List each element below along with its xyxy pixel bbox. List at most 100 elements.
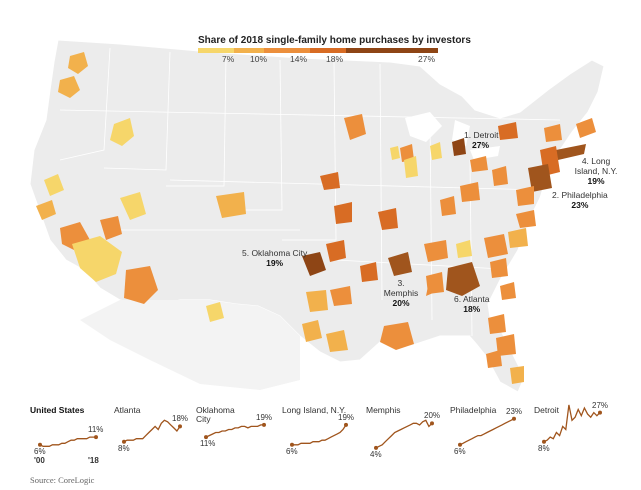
sparkline-start-4: 4% bbox=[370, 449, 382, 459]
sparkline-title-3: Long Island, N.Y. bbox=[282, 405, 347, 415]
legend-tick-10: 10% bbox=[250, 54, 268, 64]
great-lakes bbox=[405, 112, 500, 160]
sparkline-title-2: Oklahoma City bbox=[196, 405, 235, 424]
metro-miami bbox=[510, 366, 524, 384]
metro-san-antonio bbox=[326, 330, 348, 352]
callout-detroit-value: 27% bbox=[472, 140, 490, 150]
metro-minneapolis bbox=[344, 114, 366, 140]
metro-dallas bbox=[330, 286, 352, 306]
metro-philadelphia bbox=[528, 164, 552, 192]
sparkline-title-4: Memphis bbox=[366, 405, 401, 415]
legend-tick-14: 14% bbox=[290, 54, 308, 64]
legend-swatch-2 bbox=[234, 48, 264, 53]
metro-st-louis bbox=[378, 208, 398, 230]
metro-charleston bbox=[500, 282, 516, 300]
sparkline-start-6: 8% bbox=[538, 443, 550, 453]
mexico-edge bbox=[80, 300, 300, 390]
metro-birmingham bbox=[426, 272, 444, 294]
metro-pittsburgh bbox=[492, 166, 508, 186]
metro-indianapolis bbox=[404, 156, 418, 178]
metro-kansas-city bbox=[334, 202, 352, 224]
metro-bay-area bbox=[36, 200, 56, 220]
metro-cleveland bbox=[470, 156, 488, 172]
metro-memphis bbox=[388, 252, 412, 276]
sparkline-title-1: Atlanta bbox=[114, 405, 141, 415]
metro-detroit bbox=[452, 138, 466, 156]
sparkline-end-1: 18% bbox=[172, 414, 189, 424]
sparkline-start-1: 8% bbox=[118, 443, 130, 453]
metro-boise bbox=[110, 118, 134, 146]
metro-long-island bbox=[556, 144, 586, 160]
sparkline-title-0: United States bbox=[30, 405, 85, 415]
metro-raleigh bbox=[508, 228, 528, 248]
metro-orlando bbox=[496, 334, 516, 356]
callout-detroit-label: 1. Detroit bbox=[464, 130, 499, 140]
metro-milwaukee bbox=[390, 146, 400, 160]
metro-charlotte bbox=[484, 234, 508, 258]
callout-long-island-value: 19% bbox=[587, 176, 605, 186]
callout-philadelphia-label: 2. Philadelphia bbox=[552, 190, 608, 200]
sparkline-year-end-0: '18 bbox=[88, 456, 99, 465]
metro-atlanta bbox=[446, 262, 480, 296]
legend-tick-18: 18% bbox=[326, 54, 344, 64]
metro-tampa bbox=[486, 350, 502, 368]
metro-nashville bbox=[424, 240, 448, 262]
callout-long-island-label: 4. Long Island, N.Y. bbox=[574, 156, 618, 176]
metro-albuquerque bbox=[306, 290, 328, 312]
callout-oklahoma-city: 5. Oklahoma City 19% bbox=[242, 248, 307, 268]
callout-detroit: 1. Detroit 27% bbox=[464, 130, 499, 150]
callout-oklahoma-value: 19% bbox=[266, 258, 284, 268]
metro-grand-rapids bbox=[430, 142, 442, 160]
callout-memphis: 3. Memphis 20% bbox=[382, 278, 420, 308]
metro-las-vegas bbox=[100, 216, 122, 240]
metro-omaha bbox=[320, 172, 340, 190]
callout-memphis-label: 3. Memphis bbox=[383, 278, 419, 298]
metro-houston bbox=[380, 322, 414, 350]
metro-seattle bbox=[68, 52, 88, 74]
metro-columbia bbox=[490, 258, 508, 278]
metro-jacksonville bbox=[488, 314, 506, 334]
metro-columbus bbox=[460, 182, 480, 202]
legend-title: Share of 2018 single-family home purchas… bbox=[198, 35, 471, 46]
sparkline-title-5: Philadelphia bbox=[450, 405, 497, 415]
metro-cincinnati bbox=[440, 196, 456, 216]
sparkline-end-4: 20% bbox=[424, 411, 441, 421]
metro-knoxville bbox=[456, 240, 472, 258]
metro-baltimore bbox=[516, 186, 534, 206]
legend-swatch-4 bbox=[310, 48, 346, 53]
sparkline-end-6: 27% bbox=[592, 400, 609, 410]
source-note: Source: CoreLogic bbox=[30, 475, 95, 485]
metro-phoenix bbox=[124, 266, 158, 304]
callout-philadelphia-value: 23% bbox=[571, 200, 589, 210]
metro-buffalo bbox=[498, 122, 518, 140]
metro-chicago bbox=[400, 144, 414, 162]
callout-atlanta-value: 18% bbox=[463, 304, 481, 314]
callout-philadelphia: 2. Philadelphia 23% bbox=[552, 190, 608, 210]
metro-oklahoma-city bbox=[302, 252, 326, 276]
sparkline-year-start-0: '00 bbox=[34, 456, 45, 465]
metro-areas bbox=[36, 52, 596, 384]
callout-atlanta: 6. Atlanta 18% bbox=[454, 294, 489, 314]
sparkline-start-2: 11% bbox=[200, 439, 216, 449]
sparkline-start-3: 6% bbox=[286, 446, 298, 456]
sparkline-end-5: 23% bbox=[506, 406, 523, 416]
legend-swatch-5 bbox=[346, 48, 438, 53]
sparkline-end-0: 11% bbox=[88, 425, 104, 435]
callout-memphis-value: 20% bbox=[392, 298, 410, 308]
metro-tucson bbox=[206, 302, 224, 322]
callout-oklahoma-label: 5. Oklahoma City bbox=[242, 248, 308, 258]
metro-el-paso bbox=[302, 320, 322, 342]
metro-little-rock bbox=[360, 262, 378, 282]
sparkline-end-2: 19% bbox=[256, 412, 273, 422]
sparkline-end-3: 19% bbox=[338, 412, 355, 422]
metro-tulsa bbox=[326, 240, 346, 262]
callout-atlanta-label: 6. Atlanta bbox=[454, 294, 490, 304]
callout-long-island: 4. Long Island, N.Y. 19% bbox=[572, 156, 620, 186]
legend-tick-7: 7% bbox=[222, 54, 235, 64]
metro-salt-lake bbox=[120, 192, 146, 220]
sparkline-start-5: 6% bbox=[454, 446, 466, 456]
metro-portland bbox=[58, 76, 80, 98]
metro-denver bbox=[216, 192, 246, 218]
metro-richmond bbox=[516, 210, 536, 228]
